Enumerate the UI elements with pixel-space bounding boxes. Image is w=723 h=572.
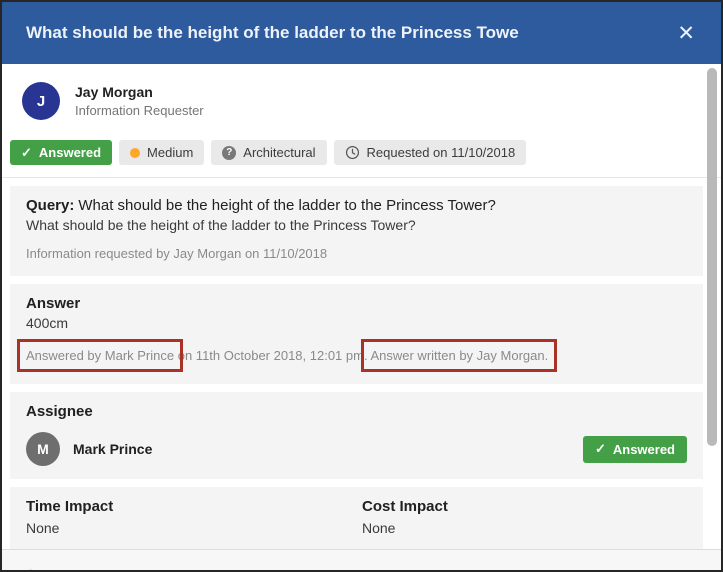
annotation-box-answered-by: Answered by Mark Prince <box>16 339 184 372</box>
status-badge: ✓ Answered <box>10 140 113 165</box>
requested-date-label: Requested on 11/10/2018 <box>366 145 516 160</box>
assignee-avatar: M <box>26 432 60 466</box>
category-badge-label: Architectural <box>243 145 316 160</box>
requester-info: Jay Morgan Information Requester <box>75 84 204 118</box>
priority-dot-icon <box>130 147 141 158</box>
assignee-row: M Mark Prince ✓ Answered <box>26 432 687 466</box>
time-impact-block: Time Impact None <box>26 498 362 536</box>
requester-role: Information Requester <box>75 103 204 118</box>
modal-body: J Jay Morgan Information Requester ✓ Ans… <box>2 64 721 549</box>
badge-row: ✓ Answered Medium ? Architectural Req <box>2 126 721 165</box>
check-icon: ✓ <box>21 144 32 160</box>
answer-meta: Answered by Mark Prince on 11th October … <box>16 339 687 372</box>
assignee-heading: Assignee <box>26 403 93 420</box>
assignee-status-label: Answered <box>612 441 675 457</box>
priority-badge-label: Medium <box>147 145 194 160</box>
modal-title: What should be the height of the ladder … <box>26 23 519 42</box>
close-icon[interactable]: ✕ <box>677 21 695 45</box>
cost-impact-value: None <box>362 520 396 536</box>
query-body: What should be the height of the ladder … <box>26 217 416 233</box>
query-label: Query: <box>26 197 75 214</box>
time-impact-value: None <box>26 520 60 536</box>
query-section: Query: What should be the height of the l… <box>10 186 703 276</box>
category-badge: ? Architectural <box>211 140 327 165</box>
status-badge-label: Answered <box>38 145 102 160</box>
requester-row: J Jay Morgan Information Requester <box>2 64 721 126</box>
send-icon <box>30 568 33 570</box>
requested-date-badge: Requested on 11/10/2018 <box>333 140 527 165</box>
query-title-line: Query: What should be the height of the l… <box>26 197 687 214</box>
check-icon: ✓ <box>594 441 606 456</box>
answer-heading: Answer <box>26 295 81 312</box>
scrollbar-thumb[interactable] <box>707 68 717 446</box>
requester-name: Jay Morgan <box>75 84 153 100</box>
requester-area: J Jay Morgan Information Requester ✓ Ans… <box>2 64 721 178</box>
time-impact-label: Time Impact <box>26 498 114 515</box>
query-meta: Information requested by Jay Morgan on 1… <box>26 246 328 261</box>
cost-impact-block: Cost Impact None <box>362 498 687 536</box>
modal-header: What should be the height of the ladder … <box>2 2 721 64</box>
answer-section: Answer 400cm Answered by Mark Prince on … <box>10 284 703 384</box>
priority-badge: Medium <box>119 140 205 165</box>
annotation-box-written-by: Answer written by Jay Morgan. <box>361 339 558 372</box>
send-button[interactable] <box>28 566 55 570</box>
cost-impact-label: Cost Impact <box>362 498 448 515</box>
query-title: What should be the height of the ladder … <box>78 197 496 214</box>
assignee-status-badge: ✓ Answered <box>582 435 687 463</box>
close-button[interactable]: CLOSE <box>640 563 695 570</box>
answer-value: 400cm <box>26 315 69 331</box>
impact-section: Time Impact None Cost Impact None <box>10 487 703 549</box>
requester-avatar: J <box>22 82 60 120</box>
answer-meta-middle: on 11th October 2018, 12:01 pm. <box>174 348 371 363</box>
clock-icon <box>345 145 359 160</box>
assignee-name: Mark Prince <box>73 441 153 457</box>
question-circle-icon: ? <box>222 145 237 160</box>
assignee-section: Assignee M Mark Prince ✓ Answered <box>10 392 703 479</box>
modal-footer: CLOSE <box>2 549 721 570</box>
